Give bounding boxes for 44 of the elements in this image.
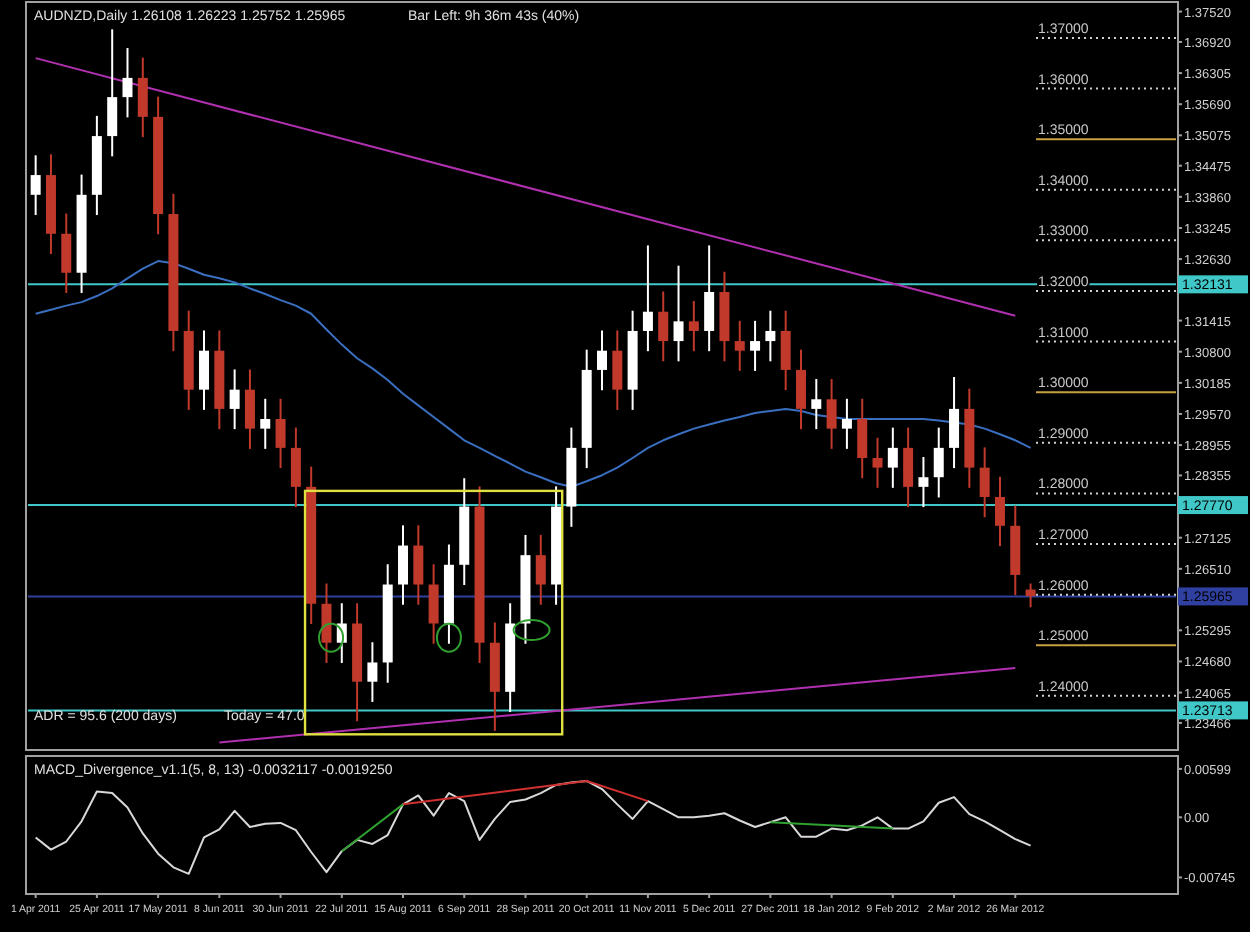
candlestick — [413, 524, 424, 606]
line-series — [34, 779, 1032, 875]
candlestick — [107, 28, 118, 158]
candlestick — [933, 426, 944, 499]
candlestick — [275, 397, 286, 470]
candlestick — [979, 446, 990, 519]
candlestick — [612, 329, 623, 411]
candlestick — [765, 309, 776, 363]
candlestick — [30, 154, 41, 217]
candlestick — [918, 455, 929, 509]
candlestick — [398, 524, 409, 606]
candlestick — [122, 47, 133, 119]
candlestick — [642, 244, 653, 353]
candlestick — [734, 319, 745, 372]
candlestick — [795, 348, 806, 431]
candlestick — [137, 56, 148, 139]
candlestick — [750, 319, 761, 372]
candlestick — [199, 329, 210, 411]
candlestick — [872, 436, 883, 489]
candlestick — [780, 309, 791, 392]
candlestick — [61, 212, 72, 294]
candlestick — [535, 533, 546, 606]
candlestick — [857, 397, 868, 480]
candlestick — [290, 426, 301, 509]
candlestick — [244, 368, 255, 450]
line-series — [34, 260, 1032, 488]
candlestick — [673, 264, 684, 363]
candlestick — [826, 378, 837, 450]
candlestick — [597, 329, 607, 392]
candlestick — [229, 368, 240, 431]
candlestick — [903, 426, 914, 509]
candlestick — [428, 563, 439, 645]
candlestick — [704, 244, 715, 353]
candlestick — [994, 475, 1005, 548]
candlestick — [260, 397, 271, 450]
candlestick — [688, 300, 699, 353]
candlestick — [887, 426, 898, 489]
candlestick — [321, 582, 332, 664]
candlestick — [949, 376, 960, 470]
candlestick — [367, 641, 378, 703]
candlestick — [841, 397, 852, 450]
candlestick — [1025, 582, 1036, 609]
candlestick — [658, 290, 669, 363]
candlestick — [811, 378, 822, 431]
